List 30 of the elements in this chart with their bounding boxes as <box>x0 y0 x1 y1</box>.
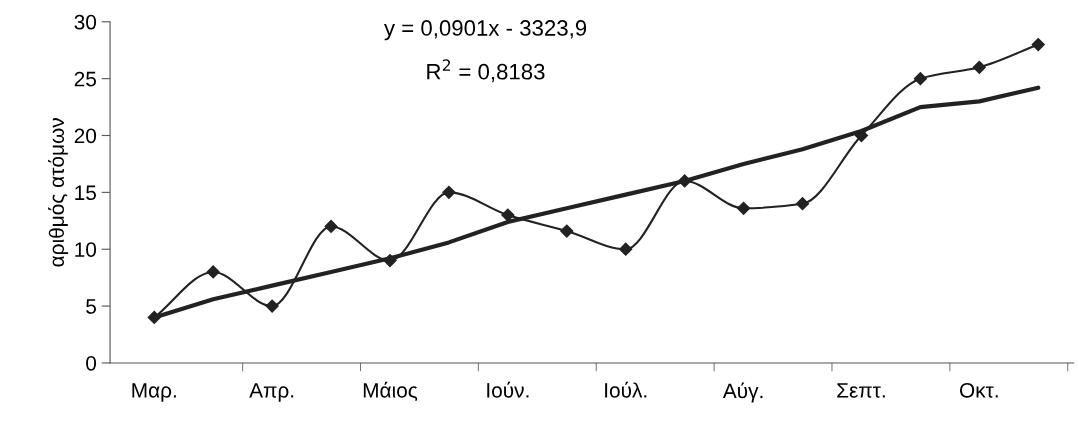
annotation: y = 0,0901x - 3323,9 <box>384 20 587 41</box>
point <box>972 60 986 74</box>
y-tick-label: 5 <box>86 299 96 314</box>
y-axis-title: αριθμός ατόμων <box>48 118 69 267</box>
point <box>324 219 338 234</box>
point <box>1031 37 1045 52</box>
y-tick-label: 20 <box>74 128 97 144</box>
x-tick-label: Σεπτ. <box>837 383 885 398</box>
point <box>265 299 279 313</box>
point <box>913 72 927 86</box>
x-tick-label: Ιούν. <box>487 381 529 398</box>
point <box>501 208 515 222</box>
point <box>206 265 220 279</box>
point <box>795 197 810 211</box>
y-tick-label: 25 <box>74 71 96 87</box>
x-tick-label: Αύγ. <box>722 382 763 403</box>
x-tick-label: Μάιος <box>363 381 418 402</box>
x-tick-label: Μαρ. <box>132 383 176 402</box>
point <box>442 185 456 199</box>
point <box>560 224 574 238</box>
annotation: R$^{2}$ = 0,8183 <box>427 59 545 83</box>
x-tick-label: Απρ. <box>249 383 294 402</box>
point <box>619 242 633 256</box>
x-tick-label: Ιούλ. <box>605 381 647 398</box>
point <box>736 201 751 215</box>
y-tick-label: 30 <box>74 14 97 30</box>
x-tick-label: Οκτ. <box>959 382 998 398</box>
y-tick-label: 10 <box>75 242 97 257</box>
y-tick-label: 0 <box>86 355 97 371</box>
y-tick-label: 15 <box>75 185 96 201</box>
